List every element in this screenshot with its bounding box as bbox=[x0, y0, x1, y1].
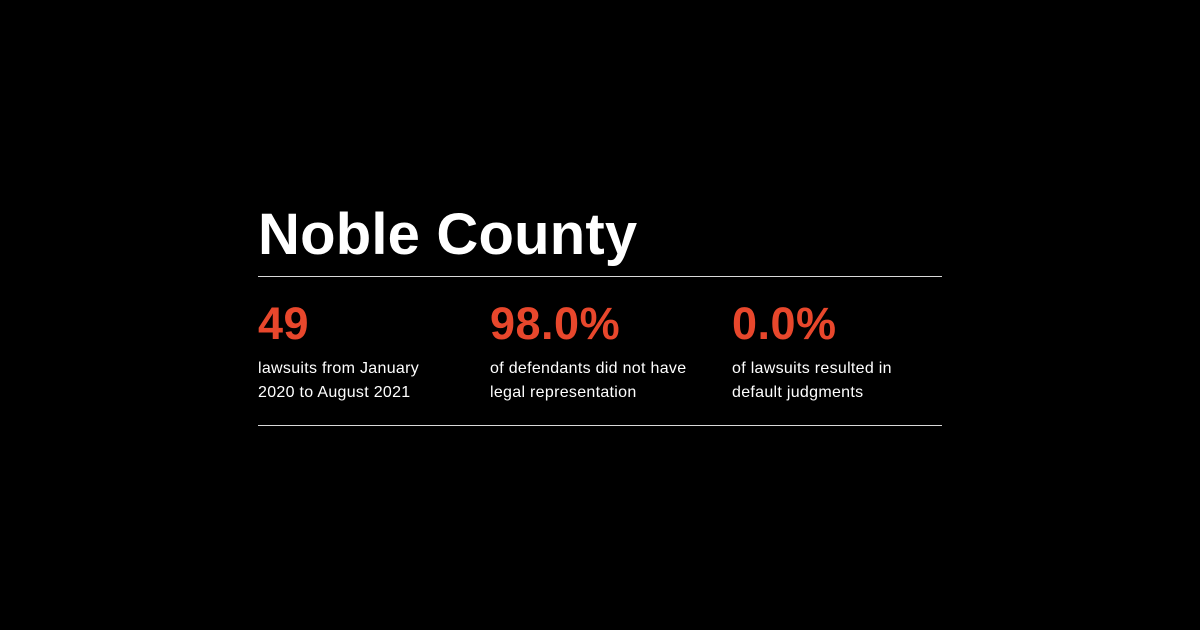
stat-default-judgments: 0.0% of lawsuits resulted in default jud… bbox=[732, 277, 942, 405]
stat-label-line: lawsuits from January bbox=[258, 360, 420, 377]
stat-label-line: default judgments bbox=[732, 384, 864, 401]
stat-label: of lawsuits resulted in default judgment… bbox=[732, 357, 942, 405]
stat-label-line: of defendants did not have bbox=[490, 360, 687, 377]
stat-value: 98.0% bbox=[490, 298, 621, 349]
stat-value: 49 bbox=[258, 298, 310, 349]
stat-lawsuits: 49 lawsuits from January 2020 to August … bbox=[258, 277, 478, 405]
stat-label-line: legal representation bbox=[490, 384, 637, 401]
stat-label-line: of lawsuits resulted in bbox=[732, 360, 892, 377]
stat-label-line: 2020 to August 2021 bbox=[258, 384, 411, 401]
stat-label: of defendants did not have legal represe… bbox=[490, 357, 720, 405]
stat-value: 0.0% bbox=[732, 298, 837, 349]
stat-unrepresented: 98.0% of defendants did not have legal r… bbox=[490, 277, 720, 405]
page-title: Noble County bbox=[258, 202, 638, 267]
bottom-divider bbox=[258, 425, 942, 426]
stats-card: Noble County 49 lawsuits from January 20… bbox=[258, 200, 942, 426]
stats-row: 49 lawsuits from January 2020 to August … bbox=[258, 277, 942, 425]
stat-label: lawsuits from January 2020 to August 202… bbox=[258, 357, 478, 405]
top-divider bbox=[258, 276, 942, 277]
